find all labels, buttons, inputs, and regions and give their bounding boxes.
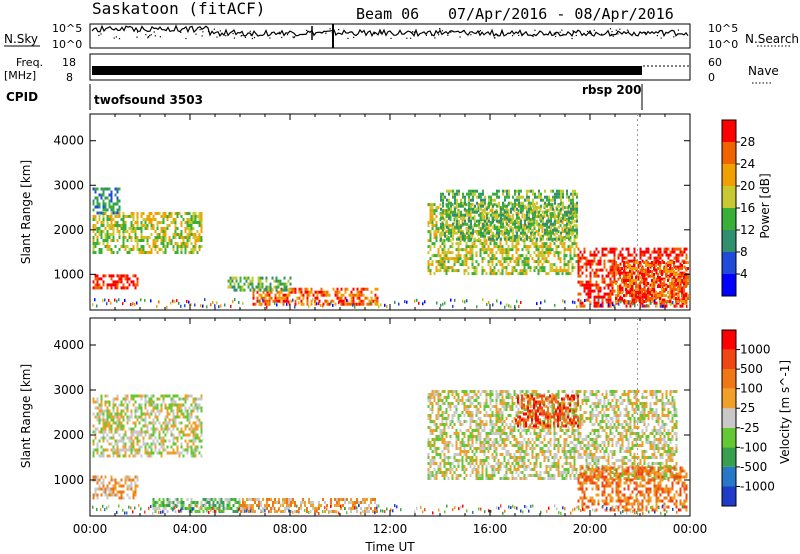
power-x-ticks bbox=[89, 114, 691, 310]
nsearch-label: N.Search bbox=[745, 32, 799, 46]
velocity-colorbar-swatch bbox=[722, 349, 736, 370]
beam-label: Beam 06 bbox=[356, 5, 419, 23]
power-colorbar: 4 8 12 16 20 24 28 bbox=[721, 119, 755, 297]
nave-tick-top: 60 bbox=[708, 56, 722, 69]
power-echo-region bbox=[440, 189, 578, 241]
date-range: 07/Apr/2016 - 08/Apr/2016 bbox=[448, 5, 674, 23]
velocity-panel: 1000 2000 3000 4000 00:00 04:00 08:00 12:00 16:… bbox=[19, 317, 792, 536]
cpid-entry-rbsp: rbsp 200 bbox=[582, 83, 641, 97]
velocity-echo-region bbox=[92, 394, 203, 458]
nsky-panel: N.Sky 10^5 10^0 10^5 10^0 N.Search bbox=[4, 22, 799, 51]
power-y-tick-label: 3000 bbox=[53, 178, 84, 192]
nsearch-tick-top: 10^5 bbox=[708, 22, 738, 35]
velocity-colorbar-swatch bbox=[722, 427, 736, 448]
power-echoes bbox=[92, 114, 689, 310]
velocity-colorbar-swatch bbox=[722, 408, 736, 428]
velocity-colorbar-tick: 500 bbox=[740, 362, 763, 376]
power-y-tick-label: 2000 bbox=[53, 223, 84, 237]
power-colorbar-tick: 28 bbox=[740, 135, 755, 149]
velocity-echo-region bbox=[577, 466, 688, 512]
x-tick-label: 08:00 bbox=[273, 522, 308, 536]
power-colorbar-swatch bbox=[722, 274, 736, 296]
cpid-label: CPID bbox=[6, 90, 38, 104]
freq-trace bbox=[92, 66, 642, 75]
nave-tick-bottom: 0 bbox=[708, 71, 715, 84]
velocity-echo-region bbox=[515, 394, 579, 428]
power-ylabel: Slant Range [km] bbox=[19, 160, 33, 264]
velocity-colorbar-tick: -500 bbox=[740, 460, 767, 474]
velocity-colorbar-tick: -1000 bbox=[740, 479, 775, 493]
velocity-colorbar-tick: 1000 bbox=[740, 343, 771, 357]
power-colorbar-swatch bbox=[722, 252, 736, 274]
velocity-colorbar: 1000 500 100 25 -25 -100 -500 -1000 bbox=[721, 329, 775, 507]
velocity-colorbar-tick: 25 bbox=[740, 401, 755, 415]
velocity-colorbar-swatch bbox=[722, 388, 736, 409]
x-tick-label: 04:00 bbox=[173, 522, 208, 536]
power-near-range-scatter bbox=[92, 298, 688, 309]
freq-tick-bottom: 8 bbox=[66, 71, 73, 84]
velocity-colorbar-tick: -100 bbox=[740, 440, 767, 454]
power-colorbar-label: Power [dB] bbox=[758, 173, 772, 238]
velocity-colorbar-swatch bbox=[722, 447, 736, 467]
x-tick-label: 12:00 bbox=[373, 522, 408, 536]
power-panel: 1000 2000 3000 4000 Slant Range [km] 4 8 12 16… bbox=[19, 113, 772, 311]
velocity-echoes bbox=[92, 318, 688, 516]
velocity-y-tick-label: 4000 bbox=[53, 338, 84, 352]
x-tick-label: 16:00 bbox=[473, 522, 508, 536]
power-colorbar-swatch bbox=[722, 120, 736, 142]
power-colorbar-swatch bbox=[722, 142, 736, 164]
velocity-colorbar-tick: 100 bbox=[740, 382, 763, 396]
velocity-y-tick-label: 3000 bbox=[53, 383, 84, 397]
nsky-trace bbox=[91, 24, 689, 48]
power-colorbar-swatch bbox=[722, 164, 736, 186]
power-echo-region bbox=[92, 187, 121, 215]
power-colorbar-swatch bbox=[722, 230, 736, 252]
time-axis-label: Time UT bbox=[364, 540, 415, 554]
power-colorbar-swatch bbox=[722, 208, 736, 230]
cpid-entry-twofsound: twofsound 3503 bbox=[94, 93, 203, 107]
freq-label-line1: Freq. bbox=[16, 56, 43, 69]
power-colorbar-swatch bbox=[722, 186, 736, 208]
velocity-colorbar-label: Velocity [m s^-1] bbox=[778, 360, 792, 464]
velocity-ylabel: Slant Range [km] bbox=[19, 364, 33, 468]
x-tick-label: 00:00 bbox=[73, 522, 108, 536]
cpid-row: CPID twofsound 3503 rbsp 200 bbox=[6, 83, 643, 110]
velocity-colorbar-swatch bbox=[722, 330, 736, 350]
power-colorbar-tick: 8 bbox=[740, 245, 748, 259]
velocity-x-ticks: 00:00 04:00 08:00 12:00 16:00 20:00 00:00 bbox=[73, 318, 708, 536]
velocity-near-range-scatter bbox=[92, 504, 688, 515]
nsky-label: N.Sky bbox=[4, 32, 38, 46]
power-colorbar-tick: 16 bbox=[740, 201, 755, 215]
power-echo-region bbox=[92, 274, 139, 290]
nsearch-tick-bottom: 10^0 bbox=[708, 38, 738, 51]
power-echo-region bbox=[615, 261, 689, 303]
freq-label-line2: [MHz] bbox=[4, 69, 36, 82]
power-colorbar-tick: 20 bbox=[740, 179, 755, 193]
velocity-y-tick-label: 1000 bbox=[53, 473, 84, 487]
station-title: Saskatoon (fitACF) bbox=[92, 0, 265, 18]
velocity-colorbar-swatch bbox=[722, 486, 736, 506]
velocity-colorbar-swatch bbox=[722, 466, 736, 487]
velocity-colorbar-tick: -25 bbox=[740, 421, 760, 435]
freq-panel: Freq. [MHz] 18 8 60 0 Nave bbox=[4, 53, 779, 84]
power-echo-region bbox=[92, 212, 203, 254]
power-y-tick-label: 1000 bbox=[53, 267, 84, 281]
velocity-y-ticks: 1000 2000 3000 4000 bbox=[53, 338, 690, 487]
x-tick-label: 00:00 bbox=[673, 522, 708, 536]
velocity-echo-region bbox=[92, 475, 139, 500]
nave-label: Nave bbox=[748, 64, 779, 78]
power-echo-region bbox=[227, 276, 292, 292]
velocity-colorbar-swatch bbox=[722, 369, 736, 389]
x-tick-label: 20:00 bbox=[573, 522, 608, 536]
power-colorbar-tick: 12 bbox=[740, 223, 755, 237]
power-colorbar-tick: 4 bbox=[740, 267, 748, 281]
velocity-y-tick-label: 2000 bbox=[53, 428, 84, 442]
power-y-ticks: 1000 2000 3000 4000 bbox=[53, 134, 690, 281]
nsky-tick-top: 10^5 bbox=[52, 22, 82, 35]
freq-tick-top: 18 bbox=[62, 56, 76, 69]
power-y-tick-label: 4000 bbox=[53, 134, 84, 148]
power-colorbar-tick: 24 bbox=[740, 157, 755, 171]
nsky-tick-bottom: 10^0 bbox=[52, 38, 82, 51]
